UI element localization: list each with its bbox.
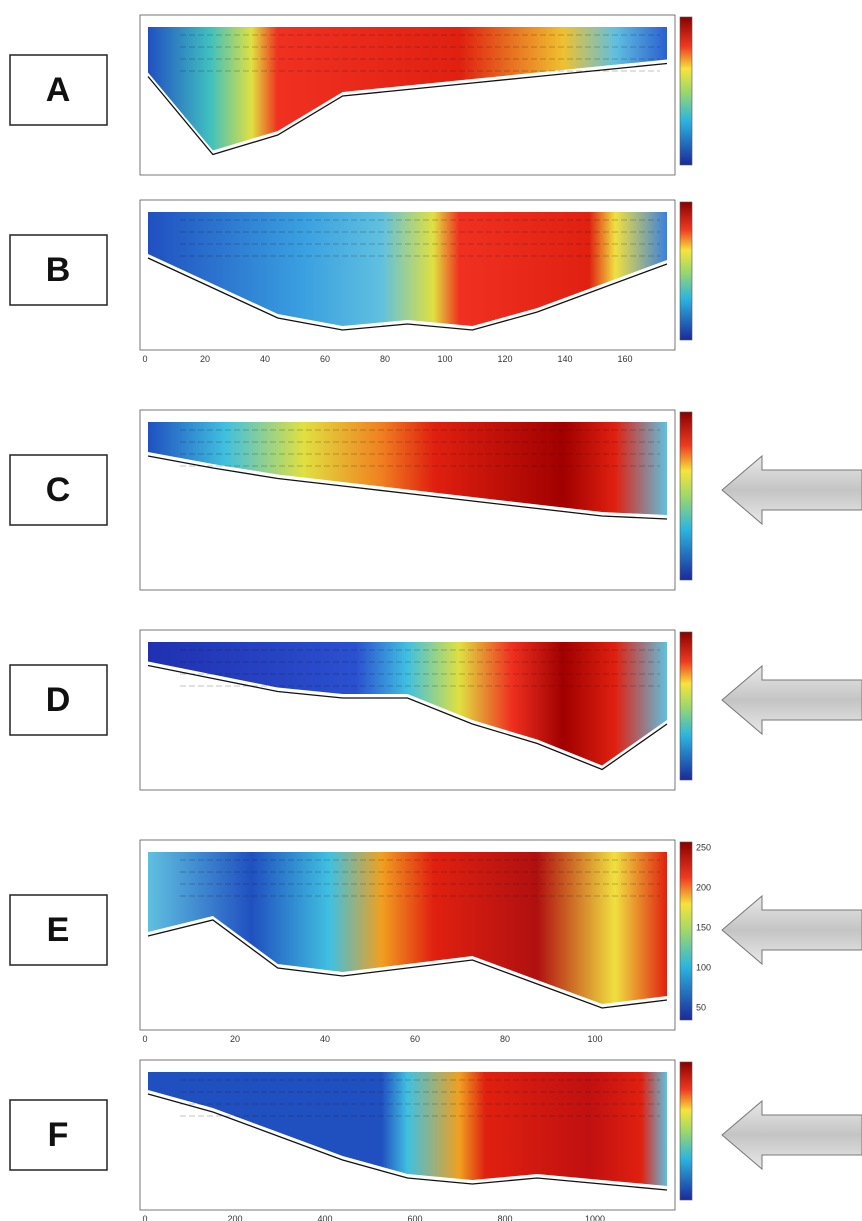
panel-label: C — [46, 471, 71, 509]
bottom-line — [147, 1093, 668, 1191]
x-tick-label: 60 — [320, 354, 330, 364]
label-box — [9, 894, 108, 966]
bottom-line — [147, 455, 668, 520]
colorbar — [679, 201, 693, 341]
x-tick-label: 160 — [617, 354, 632, 364]
label-box — [9, 664, 108, 736]
panel: B 0 20 40 60 80 100 120 140 160 — [9, 199, 693, 364]
velocity-section — [148, 852, 667, 1004]
x-tick-label: 200 — [227, 1214, 242, 1221]
x-tick-label: 0 — [142, 354, 147, 364]
bottom-line — [147, 257, 668, 331]
x-tick-label: 0 — [142, 1214, 147, 1221]
velocity-section — [148, 642, 667, 766]
colorbar — [679, 411, 693, 581]
x-tick-label: 0 — [142, 1034, 147, 1044]
highlight-arrow — [721, 664, 862, 736]
panel-label: B — [46, 251, 71, 289]
velocity-section — [148, 212, 667, 326]
highlight-arrow — [721, 1099, 862, 1171]
label-box — [9, 234, 108, 306]
panel-label: D — [46, 681, 71, 719]
label-box — [9, 54, 108, 126]
bottom-line — [147, 62, 668, 156]
x-tick-label: 60 — [410, 1034, 420, 1044]
x-tick-label: 800 — [497, 1214, 512, 1221]
panel: A — [9, 14, 693, 176]
panel: E 0 20 40 60 80 100 50 100 150 200 250 — [9, 839, 862, 1044]
plot-frame — [139, 14, 676, 176]
x-tick-label: 600 — [407, 1214, 422, 1221]
x-tick-label: 40 — [320, 1034, 330, 1044]
panel: C — [9, 409, 862, 591]
panel-label: E — [47, 911, 70, 949]
panel-label: A — [46, 71, 71, 109]
colorbar-tick-label: 200 — [696, 882, 711, 892]
x-tick-label: 140 — [557, 354, 572, 364]
bottom-line — [147, 664, 668, 771]
velocity-section — [148, 422, 667, 515]
colorbar-tick-label: 250 — [696, 842, 711, 852]
x-tick-label: 40 — [260, 354, 270, 364]
colorbar — [679, 841, 693, 1021]
colorbar — [679, 631, 693, 781]
velocity-section — [148, 27, 667, 151]
panel-label: F — [48, 1116, 69, 1154]
plot-frame — [139, 409, 676, 591]
x-tick-label: 1000 — [585, 1214, 605, 1221]
colorbar-tick-label: 150 — [696, 922, 711, 932]
x-tick-label: 100 — [587, 1034, 602, 1044]
highlight-arrow — [721, 894, 862, 966]
velocity-section — [148, 1072, 667, 1186]
plot-frame — [139, 1059, 676, 1211]
x-tick-label: 400 — [317, 1214, 332, 1221]
colorbar — [679, 16, 693, 166]
x-tick-label: 100 — [437, 354, 452, 364]
x-tick-label: 80 — [380, 354, 390, 364]
label-box — [9, 1099, 108, 1171]
panel: D — [9, 629, 862, 791]
x-tick-label: 120 — [497, 354, 512, 364]
plot-frame — [139, 629, 676, 791]
x-tick-label: 20 — [200, 354, 210, 364]
colorbar-tick-label: 50 — [696, 1002, 706, 1012]
panel: F 0 200 400 600 800 1000 — [9, 1059, 862, 1221]
plot-frame — [139, 839, 676, 1031]
highlight-arrow — [721, 454, 862, 526]
x-tick-label: 20 — [230, 1034, 240, 1044]
x-tick-label: 80 — [500, 1034, 510, 1044]
label-box — [9, 454, 108, 526]
colorbar-tick-label: 100 — [696, 962, 711, 972]
colorbar — [679, 1061, 693, 1201]
plot-frame — [139, 199, 676, 351]
bottom-line — [147, 919, 668, 1009]
